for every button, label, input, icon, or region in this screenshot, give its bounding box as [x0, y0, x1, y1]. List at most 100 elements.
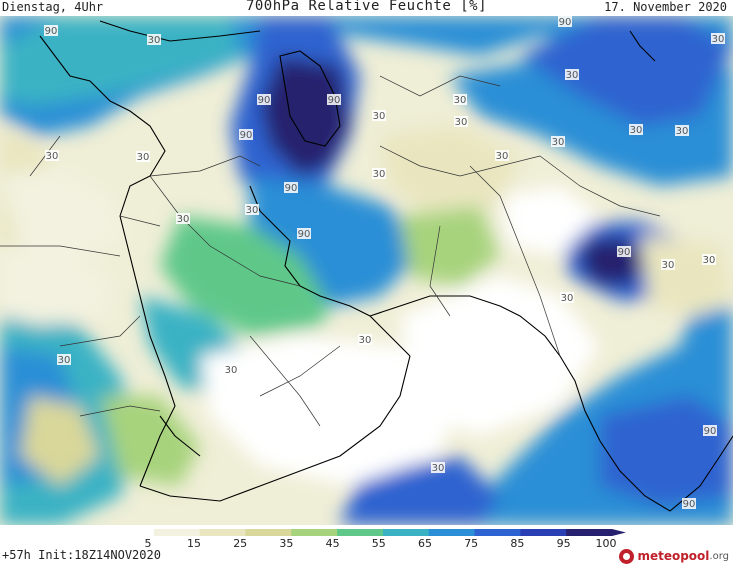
legend-color-band: [520, 529, 567, 536]
contour-label: 30: [711, 33, 725, 45]
legend-color-band: [291, 529, 338, 536]
contour-label: 30: [454, 116, 468, 128]
contour-label: 30: [675, 125, 689, 137]
valid-date-label: 17. November 2020: [604, 0, 727, 14]
humidity-map-canvas: 90 30 90 30 30 90 90 30 30 30 30 90 30 90 30 90 30 30 30 30…: [0, 16, 733, 525]
contour-label: 30: [136, 151, 150, 163]
valid-day-label: Dienstag, 4Uhr: [2, 0, 104, 14]
legend-color-band: [428, 529, 476, 536]
contour-label-text: 30: [552, 137, 565, 148]
contour-label-text: 90: [559, 17, 572, 28]
legend-color-band: [337, 529, 384, 536]
contour-label: 90: [284, 182, 298, 194]
legend-tick-label: 85: [510, 537, 524, 548]
logo-suffix: .org: [709, 550, 729, 562]
contour-label: 30: [431, 462, 445, 474]
contour-label: 90: [257, 94, 271, 106]
legend-tick-label: 65: [418, 537, 432, 548]
contour-label: 30: [565, 69, 579, 81]
contour-label: 30: [372, 168, 386, 180]
contour-label: 30: [560, 292, 574, 304]
contour-label: 30: [176, 213, 190, 225]
contour-labels: 90 30 90 30 30 90 90 30 30 30 30 90 30 90 30 90 30 30 30 30…: [44, 16, 725, 510]
color-legend: 5 15 25 35 45 55 65 75 85 95 100: [0, 526, 733, 566]
legend-tick-label: 55: [372, 537, 386, 548]
contour-label-text: 30: [148, 35, 161, 46]
contour-label: 30: [453, 94, 467, 106]
contour-label: 30: [245, 204, 259, 216]
humidity-map: 90 30 90 30 30 90 90 30 30 30 30 90 30 90 30 90 30 30 30 30…: [0, 16, 733, 525]
contour-label-text: 30: [137, 152, 150, 163]
legend-tick-label: 15: [187, 537, 201, 548]
contour-label: 30: [495, 150, 509, 162]
legend-color-band: [245, 529, 292, 536]
init-time-label: +57h Init:18Z14NOV2020: [2, 548, 161, 562]
contour-label: 90: [297, 228, 311, 240]
contour-label-text: 90: [683, 499, 696, 510]
contour-label-text: 30: [454, 95, 467, 106]
contour-label: 30: [45, 150, 59, 162]
contour-label: 90: [682, 498, 696, 510]
legend-color-band: [566, 529, 613, 536]
contour-label: 30: [629, 124, 643, 136]
contour-label: 30: [224, 364, 238, 376]
meteopool-logo-icon: [619, 548, 635, 564]
legend-color-band: [153, 529, 201, 536]
contour-label-text: 30: [46, 151, 59, 162]
contour-label-text: 90: [240, 130, 253, 141]
legend-tick-label: 5: [145, 537, 152, 548]
legend-arrow: [612, 529, 626, 536]
map-title: 700hPa Relative Feuchte [%]: [245, 0, 488, 14]
legend-tick-label: 45: [326, 537, 340, 548]
color-scale: 5 15 25 35 45 55 65 75 85 95 100: [108, 529, 626, 550]
contour-label-text: 30: [630, 125, 643, 136]
legend-color-band: [474, 529, 521, 536]
contour-label-text: 30: [246, 205, 259, 216]
contour-label-text: 90: [328, 95, 341, 106]
legend-tick-label: 95: [557, 537, 571, 548]
contour-label-text: 30: [58, 355, 71, 366]
contour-label-text: 90: [45, 26, 58, 37]
coastlines: [39, 20, 733, 512]
contour-label-text: 90: [285, 183, 298, 194]
contour-label: 90: [239, 129, 253, 141]
contour-label: 30: [358, 334, 372, 346]
contour-label: 30: [147, 34, 161, 46]
legend-tick-label: 100: [596, 537, 617, 548]
legend-tick-label: 75: [464, 537, 478, 548]
contour-label-text: 30: [712, 34, 725, 45]
contour-label: 90: [327, 94, 341, 106]
contour-label-text: 90: [258, 95, 271, 106]
legend-color-band: [108, 529, 155, 536]
contour-label: 30: [661, 259, 675, 271]
contour-label-text: 30: [373, 169, 386, 180]
contour-label-text: 30: [432, 463, 445, 474]
contour-label-text: 30: [676, 126, 689, 137]
contour-label: 90: [617, 246, 631, 258]
contour-label: 30: [551, 136, 565, 148]
contour-label-text: 90: [298, 229, 311, 240]
contour-label-text: 30: [359, 335, 372, 346]
contour-label-text: 30: [373, 111, 386, 122]
contour-label-text: 90: [704, 426, 717, 437]
legend-color-band: [199, 529, 246, 536]
humidity-field: [0, 16, 733, 525]
contour-label-text: 30: [455, 117, 468, 128]
contour-label-text: 30: [496, 151, 509, 162]
meteopool-logo[interactable]: meteopool .org: [619, 548, 729, 564]
legend-color-band: [382, 529, 430, 536]
legend-tick-label: 25: [233, 537, 247, 548]
legend-tick-label: 35: [279, 537, 293, 548]
contour-label-text: 30: [177, 214, 190, 225]
contour-label: 90: [44, 25, 58, 37]
contour-label-text: 30: [561, 293, 574, 304]
contour-label-text: 30: [703, 255, 716, 266]
contour-label: 90: [703, 425, 717, 437]
contour-label: 30: [702, 254, 716, 266]
contour-label: 30: [57, 354, 71, 366]
contour-label-text: 90: [618, 247, 631, 258]
contour-label: 90: [558, 16, 572, 28]
contour-label: 30: [372, 110, 386, 122]
contour-label-text: 30: [566, 70, 579, 81]
contour-label-text: 30: [662, 260, 675, 271]
